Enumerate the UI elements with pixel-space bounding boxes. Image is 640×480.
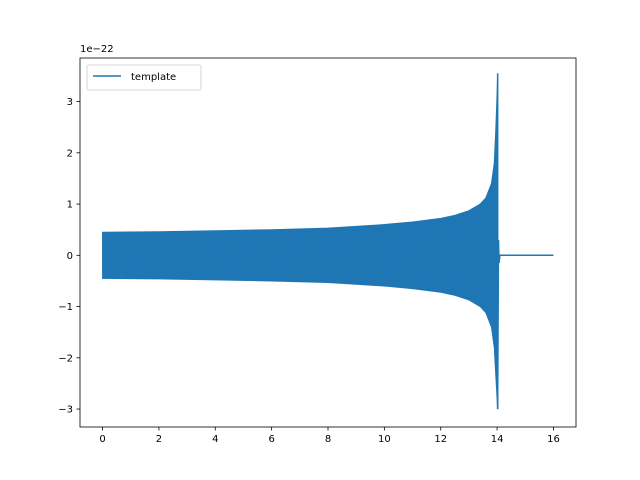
y-tick-label: 1 xyxy=(67,200,73,211)
x-tick-label: 12 xyxy=(434,434,447,445)
legend[interactable]: template xyxy=(86,64,202,91)
plot-area xyxy=(102,73,554,410)
x-tick-label: 2 xyxy=(156,434,162,445)
x-tick-label: 14 xyxy=(491,434,504,445)
y-tick-label: −1 xyxy=(58,302,73,313)
legend-label: template xyxy=(131,72,176,83)
y-offset-label: 1e−22 xyxy=(80,44,114,55)
series-line-template xyxy=(102,135,497,381)
y-tick-label: −3 xyxy=(58,405,73,416)
x-tick-label: 0 xyxy=(99,434,105,445)
y-axis: −3 −2 −1 0 1 2 3 xyxy=(58,97,80,416)
y-tick-label: 2 xyxy=(67,148,73,159)
y-tick-label: −2 xyxy=(58,353,73,364)
y-tick-label: 3 xyxy=(67,97,73,108)
x-tick-label: 4 xyxy=(212,434,218,445)
x-axis: 0 2 4 6 8 10 12 14 16 xyxy=(99,427,560,445)
x-tick-label: 8 xyxy=(325,434,331,445)
x-tick-label: 6 xyxy=(268,434,274,445)
y-tick-label: 0 xyxy=(67,251,73,262)
legend-box xyxy=(86,64,202,91)
x-tick-label: 10 xyxy=(378,434,391,445)
x-tick-label: 16 xyxy=(547,434,560,445)
